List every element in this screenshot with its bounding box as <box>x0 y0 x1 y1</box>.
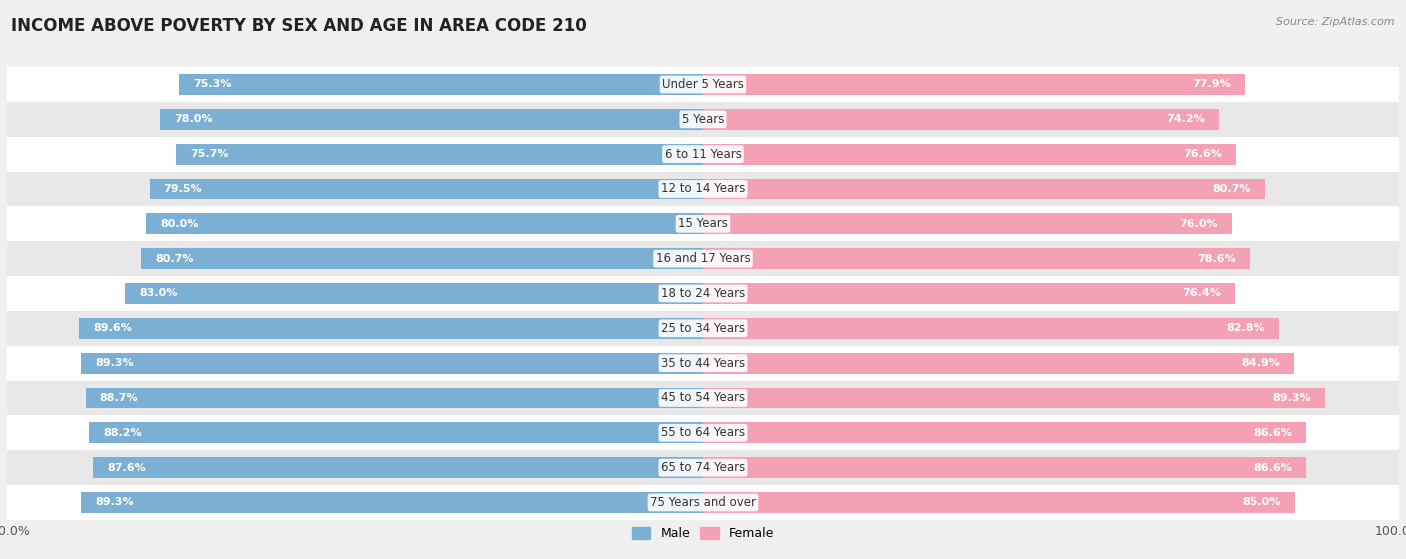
Text: 80.7%: 80.7% <box>1212 184 1251 194</box>
Text: 88.7%: 88.7% <box>100 393 138 403</box>
Bar <box>7 102 1399 137</box>
Text: 5 Years: 5 Years <box>682 113 724 126</box>
Text: 65 to 74 Years: 65 to 74 Years <box>661 461 745 474</box>
Text: 55 to 64 Years: 55 to 64 Years <box>661 427 745 439</box>
Text: 89.3%: 89.3% <box>1272 393 1310 403</box>
Text: 89.6%: 89.6% <box>93 323 132 333</box>
Bar <box>160 109 703 130</box>
Text: 79.5%: 79.5% <box>163 184 202 194</box>
Text: 6 to 11 Years: 6 to 11 Years <box>665 148 741 160</box>
Bar <box>146 214 703 234</box>
Text: Under 5 Years: Under 5 Years <box>662 78 744 91</box>
Bar <box>7 67 1399 102</box>
Bar <box>89 423 703 443</box>
Text: 76.4%: 76.4% <box>1182 288 1220 299</box>
Bar <box>7 241 1399 276</box>
Text: 15 Years: 15 Years <box>678 217 728 230</box>
Bar <box>93 457 703 478</box>
Text: 82.8%: 82.8% <box>1226 323 1265 333</box>
Text: 80.0%: 80.0% <box>160 219 198 229</box>
Text: 89.3%: 89.3% <box>96 498 134 508</box>
Bar <box>703 248 1250 269</box>
Bar <box>7 345 1399 381</box>
Bar <box>7 206 1399 241</box>
Bar <box>7 276 1399 311</box>
Bar <box>703 144 1236 164</box>
Text: 78.0%: 78.0% <box>174 115 212 124</box>
Text: Source: ZipAtlas.com: Source: ZipAtlas.com <box>1277 17 1395 27</box>
Text: 83.0%: 83.0% <box>139 288 177 299</box>
Bar <box>703 457 1306 478</box>
Text: 76.0%: 76.0% <box>1180 219 1218 229</box>
Text: 18 to 24 Years: 18 to 24 Years <box>661 287 745 300</box>
Text: 86.6%: 86.6% <box>1253 428 1292 438</box>
Bar <box>7 381 1399 415</box>
Text: 35 to 44 Years: 35 to 44 Years <box>661 357 745 369</box>
Text: 86.6%: 86.6% <box>1253 463 1292 472</box>
Bar <box>149 178 703 200</box>
Bar <box>7 172 1399 206</box>
Bar <box>703 178 1264 200</box>
Bar <box>703 353 1294 373</box>
Bar <box>703 318 1279 339</box>
Bar <box>7 311 1399 345</box>
Text: 77.9%: 77.9% <box>1192 79 1232 89</box>
Bar <box>125 283 703 304</box>
Bar <box>7 450 1399 485</box>
Bar <box>7 485 1399 520</box>
Text: 84.9%: 84.9% <box>1241 358 1279 368</box>
Bar <box>703 423 1306 443</box>
Text: 87.6%: 87.6% <box>107 463 146 472</box>
Text: 75.7%: 75.7% <box>190 149 229 159</box>
Bar <box>703 214 1232 234</box>
Bar <box>179 74 703 95</box>
Text: 85.0%: 85.0% <box>1243 498 1281 508</box>
Bar <box>86 387 703 409</box>
Bar <box>82 353 703 373</box>
Bar <box>7 137 1399 172</box>
Text: 25 to 34 Years: 25 to 34 Years <box>661 322 745 335</box>
Bar <box>703 387 1324 409</box>
Text: 12 to 14 Years: 12 to 14 Years <box>661 182 745 196</box>
Bar <box>176 144 703 164</box>
Text: 74.2%: 74.2% <box>1167 115 1205 124</box>
Text: 16 and 17 Years: 16 and 17 Years <box>655 252 751 265</box>
Bar <box>703 74 1246 95</box>
Bar <box>7 415 1399 450</box>
Bar <box>703 283 1234 304</box>
Text: 45 to 54 Years: 45 to 54 Years <box>661 391 745 405</box>
Text: 80.7%: 80.7% <box>155 254 194 264</box>
Bar <box>79 318 703 339</box>
Bar <box>703 492 1295 513</box>
Text: 78.6%: 78.6% <box>1198 254 1236 264</box>
Text: 89.3%: 89.3% <box>96 358 134 368</box>
Text: 75 Years and over: 75 Years and over <box>650 496 756 509</box>
Text: 75.3%: 75.3% <box>193 79 231 89</box>
Text: INCOME ABOVE POVERTY BY SEX AND AGE IN AREA CODE 210: INCOME ABOVE POVERTY BY SEX AND AGE IN A… <box>11 17 586 35</box>
Text: 76.6%: 76.6% <box>1184 149 1222 159</box>
Bar <box>142 248 703 269</box>
Bar <box>82 492 703 513</box>
Text: 88.2%: 88.2% <box>103 428 142 438</box>
Bar <box>703 109 1219 130</box>
Legend: Male, Female: Male, Female <box>627 522 779 546</box>
